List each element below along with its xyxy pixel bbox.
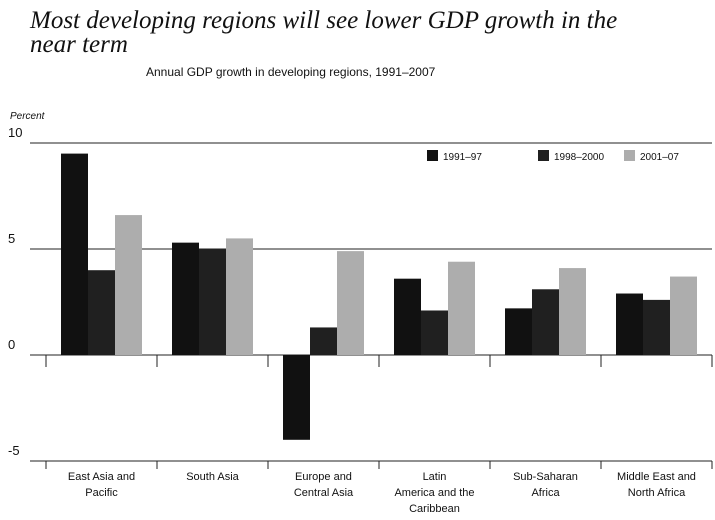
x-tick-label: Central Asia [294, 487, 354, 499]
bar [283, 355, 310, 440]
x-tick-label: America and the [394, 487, 474, 499]
x-tick-label: East Asia and [68, 471, 135, 483]
chart-title-line: near term [30, 31, 128, 58]
bar [226, 238, 253, 355]
bar [394, 278, 421, 355]
x-tick-label: Africa [531, 487, 560, 499]
legend-label: 1998–2000 [554, 152, 604, 163]
x-tick-label: Middle East and [617, 471, 696, 483]
bar [505, 308, 532, 355]
x-tick-label: Pacific [85, 487, 118, 499]
bar [310, 327, 337, 355]
bar [670, 276, 697, 355]
y-tick-label: 10 [8, 125, 22, 140]
bar [643, 299, 670, 355]
bar [337, 251, 364, 355]
bar [559, 268, 586, 355]
y-tick-label: 0 [8, 337, 15, 352]
bar [88, 270, 115, 355]
chart-title-line: Most developing regions will see lower G… [29, 7, 617, 34]
bar [421, 310, 448, 355]
x-tick-label: Sub-Saharan [513, 471, 578, 483]
y-tick-label: 5 [8, 231, 15, 246]
chart-subtitle: Annual GDP growth in developing regions,… [146, 65, 436, 79]
bar [199, 249, 226, 355]
legend-swatch [538, 150, 549, 161]
bar [172, 242, 199, 355]
bar [115, 215, 142, 355]
bar [61, 153, 88, 355]
legend-label: 2001–07 [640, 152, 679, 163]
legend-swatch [624, 150, 635, 161]
x-tick-label: South Asia [186, 471, 239, 483]
bar [448, 261, 475, 355]
x-tick-label: Caribbean [409, 503, 460, 515]
y-axis-label: Percent [10, 111, 46, 122]
x-tick-label: North Africa [628, 487, 686, 499]
x-tick-label: Latin [423, 471, 447, 483]
y-tick-label: -5 [8, 443, 20, 458]
bar [532, 289, 559, 355]
x-tick-label: Europe and [295, 471, 352, 483]
legend-label: 1991–97 [443, 152, 482, 163]
legend-swatch [427, 150, 438, 161]
bar [616, 293, 643, 355]
